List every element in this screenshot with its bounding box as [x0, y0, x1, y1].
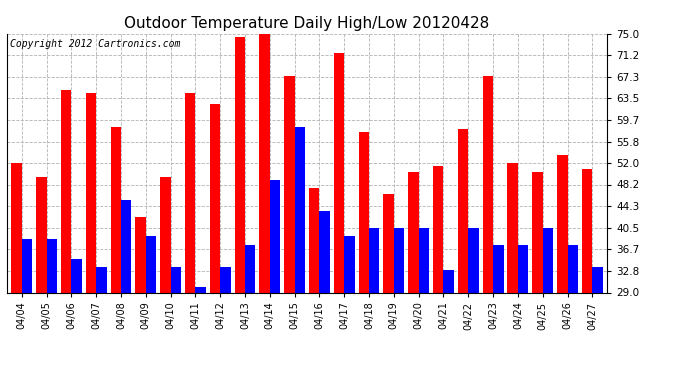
Bar — [309, 188, 319, 292]
Bar — [295, 127, 305, 292]
Bar — [270, 180, 280, 292]
Bar — [507, 163, 518, 292]
Bar — [71, 259, 82, 292]
Bar — [86, 93, 96, 292]
Bar — [22, 239, 32, 292]
Bar — [518, 245, 529, 292]
Bar — [11, 163, 22, 292]
Bar — [567, 245, 578, 292]
Bar — [532, 172, 543, 292]
Bar — [334, 54, 344, 292]
Bar — [483, 76, 493, 292]
Bar — [319, 211, 330, 292]
Bar — [493, 245, 504, 292]
Bar — [235, 37, 245, 292]
Bar — [135, 217, 146, 292]
Bar — [458, 129, 469, 292]
Bar — [284, 76, 295, 292]
Bar — [369, 228, 380, 292]
Bar — [245, 245, 255, 292]
Bar — [582, 169, 592, 292]
Title: Outdoor Temperature Daily High/Low 20120428: Outdoor Temperature Daily High/Low 20120… — [124, 16, 490, 31]
Bar — [592, 267, 603, 292]
Bar — [408, 172, 419, 292]
Bar — [146, 236, 156, 292]
Text: Copyright 2012 Cartronics.com: Copyright 2012 Cartronics.com — [10, 39, 180, 49]
Bar — [96, 267, 107, 292]
Bar — [195, 287, 206, 292]
Bar — [170, 267, 181, 292]
Bar — [36, 177, 47, 292]
Bar — [543, 228, 553, 292]
Bar — [121, 200, 131, 292]
Bar — [469, 228, 479, 292]
Bar — [160, 177, 170, 292]
Bar — [444, 270, 454, 292]
Bar — [384, 194, 394, 292]
Bar — [185, 93, 195, 292]
Bar — [61, 90, 71, 292]
Bar — [557, 154, 567, 292]
Bar — [433, 166, 444, 292]
Bar — [47, 239, 57, 292]
Bar — [259, 34, 270, 292]
Bar — [220, 267, 230, 292]
Bar — [419, 228, 429, 292]
Bar — [110, 127, 121, 292]
Bar — [210, 104, 220, 292]
Bar — [359, 132, 369, 292]
Bar — [394, 228, 404, 292]
Bar — [344, 236, 355, 292]
